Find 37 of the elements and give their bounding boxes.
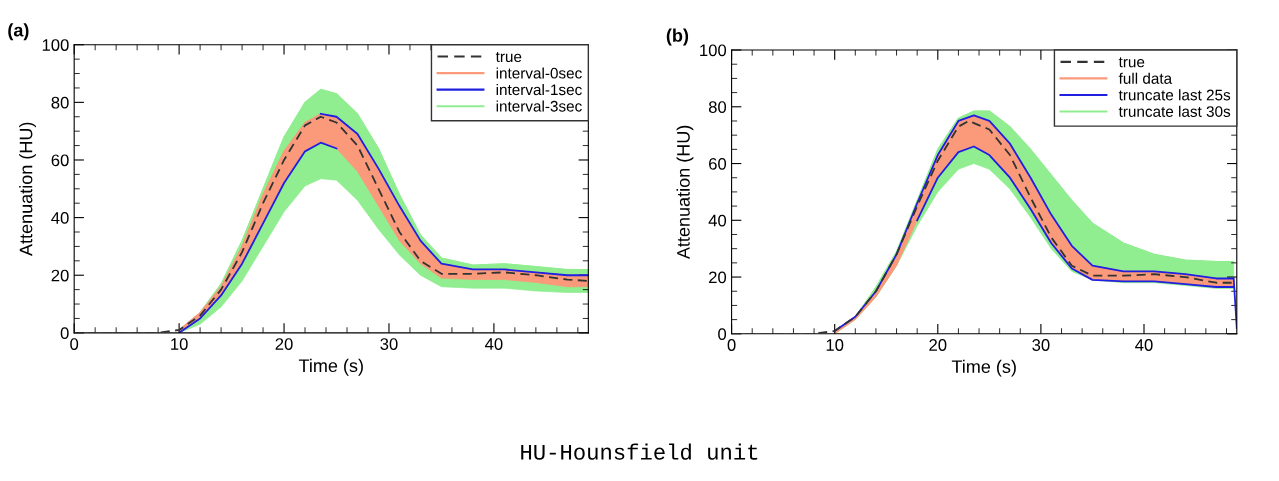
y-tick-label: 100 <box>42 39 69 51</box>
x-tick-label: 10 <box>171 338 188 350</box>
y-tick-label: 0 <box>718 328 727 341</box>
chart-title: (a) <box>8 23 29 41</box>
legend-label: full data <box>1118 72 1173 84</box>
legend-label: true <box>495 52 522 63</box>
y-tick-label: 100 <box>700 44 727 57</box>
y-tick-label: 80 <box>51 96 69 109</box>
legend-label: interval-3sec <box>496 100 582 112</box>
text: HU-Hounsfield unit <box>521 443 758 460</box>
x-tick-label: 30 <box>380 338 398 350</box>
x-axis-title: Time (s) <box>951 359 1016 377</box>
x-tick-label: 0 <box>727 339 736 351</box>
y-axis-title: Attenuation (HU) <box>19 122 36 256</box>
y-tick-label: 20 <box>709 271 727 284</box>
y-axis-title: Attenuation (HU) <box>676 125 694 260</box>
y-tick-label: 40 <box>51 212 69 224</box>
x-axis-title: Time (s) <box>298 358 363 376</box>
y-tick-label: 0 <box>60 327 69 340</box>
x-tick-label: 40 <box>1135 339 1153 351</box>
legend-label: true <box>1118 57 1145 68</box>
x-tick-label: 20 <box>929 339 947 351</box>
x-tick-label: 10 <box>826 339 844 351</box>
legend-label: interval-0sec <box>496 67 582 79</box>
legend-label: interval-1sec <box>496 83 582 96</box>
y-tick-label: 60 <box>709 157 727 170</box>
y-tick-label: 20 <box>51 269 69 282</box>
x-tick-label: 20 <box>275 338 293 350</box>
x-tick-label: 40 <box>485 338 503 350</box>
y-tick-label: 40 <box>708 214 727 227</box>
x-tick-label: 0 <box>70 338 79 350</box>
chart-title: (b) <box>666 28 689 46</box>
y-tick-label: 60 <box>51 154 69 167</box>
legend-label: truncate last 30s <box>1118 105 1231 117</box>
legend-label: truncate last 25s <box>1118 89 1231 101</box>
y-tick-label: 80 <box>708 101 727 113</box>
x-tick-label: 30 <box>1032 339 1050 351</box>
